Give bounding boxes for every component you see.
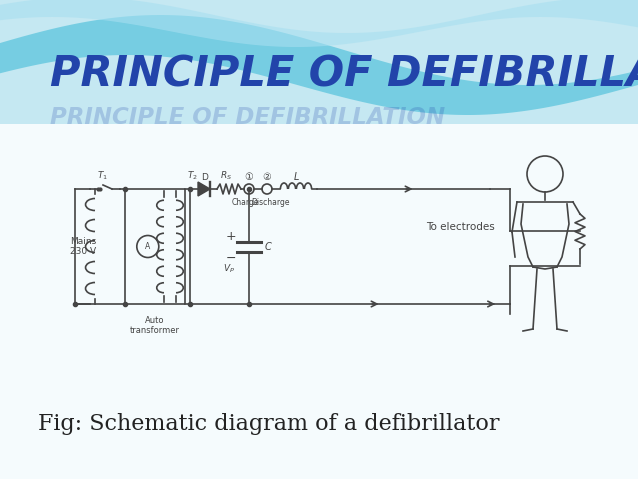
Text: C: C [265,241,272,251]
Text: +: + [226,230,236,243]
Text: PRINCIPLE OF DEFIBRILLATION: PRINCIPLE OF DEFIBRILLATION [50,106,445,129]
Polygon shape [0,124,638,479]
Text: Auto
transformer: Auto transformer [130,316,180,335]
Text: −: − [226,252,236,265]
Text: ②: ② [263,172,271,182]
Text: L: L [293,172,299,182]
Polygon shape [198,182,210,196]
Text: $V_P$: $V_P$ [223,262,235,275]
Text: Discharge: Discharge [252,198,290,207]
Text: Mains
230 V: Mains 230 V [70,237,96,256]
Polygon shape [0,0,638,47]
Text: Fig: Schematic diagram of a defibrillator: Fig: Schematic diagram of a defibrillato… [38,413,500,435]
Text: $T_1$: $T_1$ [96,170,107,182]
Polygon shape [0,15,638,115]
Text: To electrodes: To electrodes [426,221,494,231]
Text: Charge: Charge [231,198,259,207]
Text: $T_2$: $T_2$ [186,170,197,182]
Text: D: D [202,173,209,182]
Text: A: A [145,242,151,251]
Polygon shape [0,0,638,124]
Text: ①: ① [244,172,253,182]
Text: PRINCIPLE OF DEFIBRILLATION: PRINCIPLE OF DEFIBRILLATION [50,53,638,95]
Text: $R_S$: $R_S$ [220,170,232,182]
